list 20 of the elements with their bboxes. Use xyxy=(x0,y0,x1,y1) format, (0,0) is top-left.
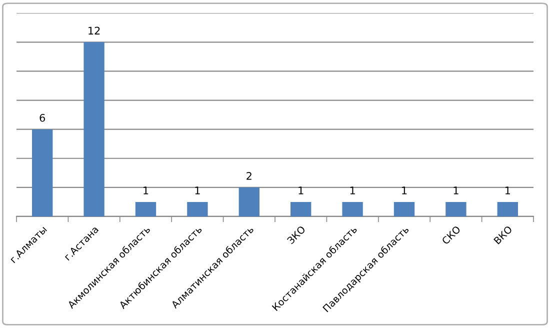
data-label: 1 xyxy=(454,186,458,194)
data-label: 1 xyxy=(402,186,407,194)
data-label: 12 xyxy=(88,26,100,34)
data-label: 1 xyxy=(298,186,304,194)
data-label: 6 xyxy=(40,114,46,122)
data-label: 1 xyxy=(144,186,148,194)
bar xyxy=(446,202,466,216)
bar xyxy=(32,129,53,216)
bar xyxy=(497,202,518,216)
bar xyxy=(187,202,208,216)
bar xyxy=(84,42,104,216)
data-label: 1 xyxy=(195,186,200,194)
data-label: 1 xyxy=(505,186,510,194)
bar xyxy=(394,202,415,216)
bar xyxy=(135,202,156,216)
bar xyxy=(290,202,312,216)
data-label: 1 xyxy=(350,186,355,194)
bar xyxy=(238,187,260,216)
data-label: 2 xyxy=(246,172,252,180)
bar xyxy=(342,202,363,216)
